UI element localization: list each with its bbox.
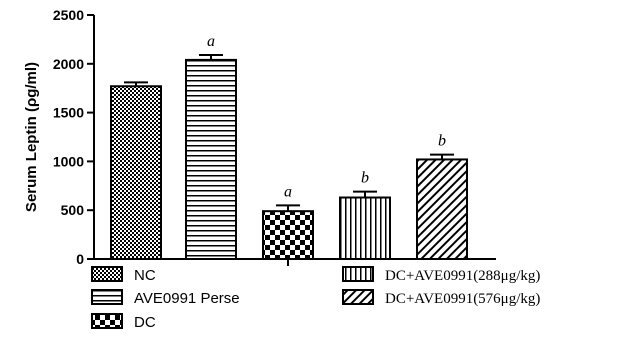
legend-label: DC+AVE0991(288μg/kg) (385, 268, 540, 284)
y-tick-label: 1000 (53, 153, 84, 169)
legend-label: NC (134, 267, 156, 284)
legend-label: DC (134, 314, 156, 331)
y-tick-label: 500 (61, 202, 85, 218)
legend-label: DC+AVE0991(576μg/kg) (385, 291, 540, 307)
bar (110, 85, 162, 260)
significance-label: a (284, 183, 292, 200)
legend-swatch (342, 289, 374, 305)
legend-swatch (342, 266, 374, 282)
legend-swatch (91, 266, 123, 282)
bar (185, 58, 237, 261)
legend-label: AVE0991 Perse (134, 290, 240, 307)
y-tick-label: 2000 (53, 56, 84, 72)
significance-label: a (207, 33, 215, 50)
legend-swatch (91, 313, 123, 329)
significance-label: b (361, 170, 369, 187)
bar (416, 158, 468, 260)
y-tick-label: 0 (76, 251, 84, 267)
y-axis-label: Serum Leptin (ρg/ml) (23, 62, 40, 212)
legend-swatch (91, 289, 123, 305)
y-tick-label: 1500 (53, 105, 84, 121)
significance-label: b (438, 133, 446, 150)
bar (339, 196, 391, 260)
y-tick-label: 2500 (53, 7, 84, 23)
bar (262, 210, 314, 260)
